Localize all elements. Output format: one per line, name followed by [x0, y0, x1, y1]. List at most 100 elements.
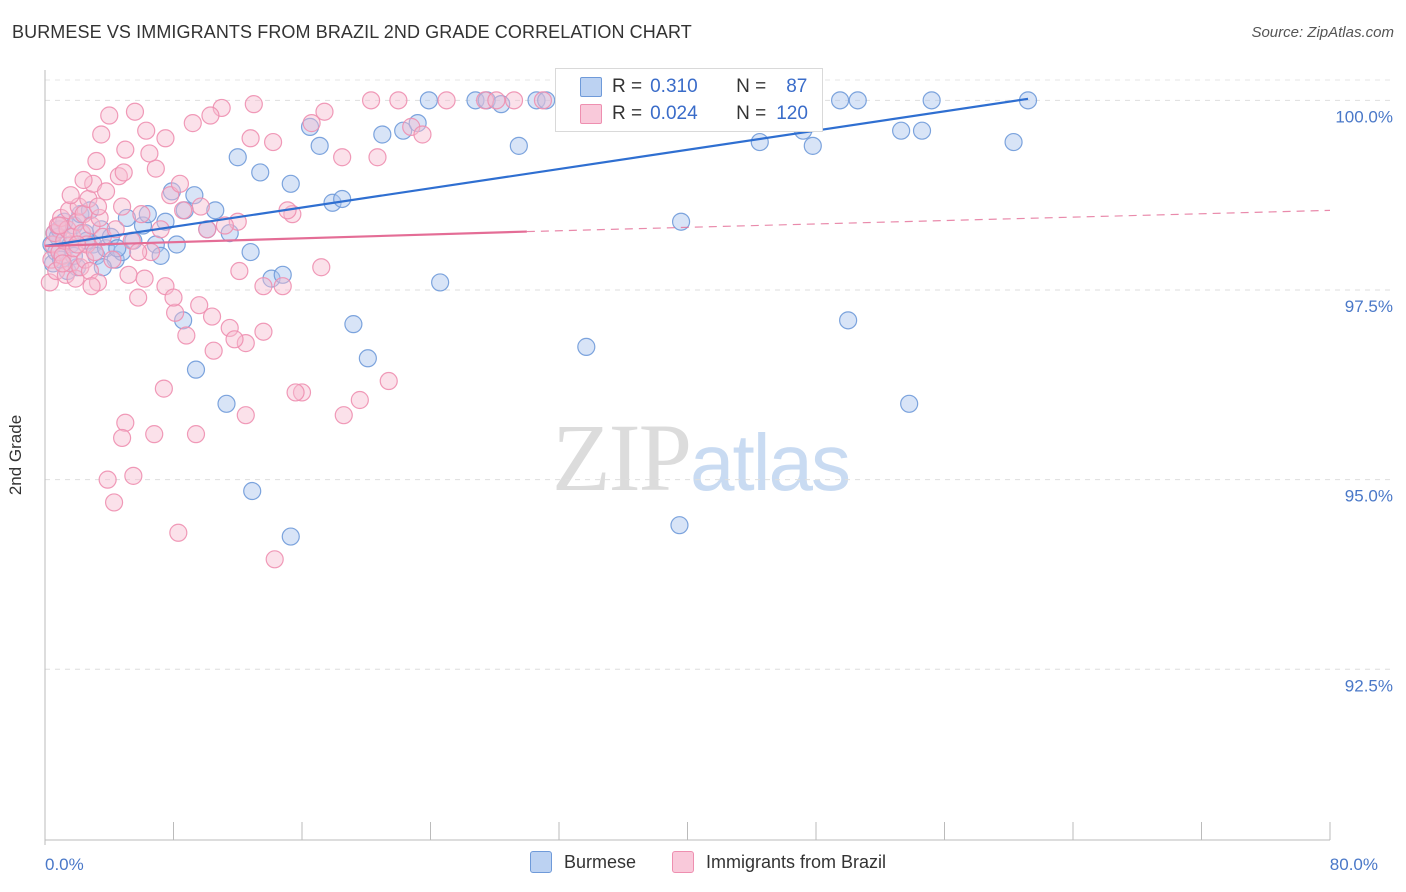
data-point — [112, 197, 132, 216]
trend-line — [44, 97, 1029, 248]
data-point — [201, 106, 220, 125]
data-point — [124, 466, 143, 485]
data-point — [504, 91, 524, 110]
data-point — [509, 136, 528, 155]
data-point — [56, 265, 75, 284]
data-point — [191, 197, 210, 216]
data-point — [100, 106, 119, 125]
data-point — [166, 303, 185, 322]
gridlines — [45, 79, 1392, 670]
legend-label-brazil: Immigrants from Brazil — [706, 851, 887, 872]
data-point — [358, 349, 377, 368]
series-brazil-points — [40, 91, 553, 569]
data-point — [892, 121, 911, 140]
series-burmese-points — [42, 91, 1038, 546]
legend-n-label: N = — [736, 103, 767, 124]
legend-n-label: N = — [736, 76, 767, 97]
data-point — [368, 148, 387, 167]
data-point — [61, 186, 80, 205]
trend-line — [44, 230, 527, 248]
data-point — [186, 425, 206, 444]
data-point — [72, 224, 92, 243]
data-point — [413, 125, 432, 144]
data-point — [236, 406, 255, 425]
data-point — [145, 425, 164, 444]
data-point — [254, 277, 273, 296]
data-point — [154, 379, 173, 398]
data-point — [74, 170, 93, 190]
data-point — [310, 136, 329, 155]
data-point — [334, 406, 353, 425]
legend-swatch-burmese — [580, 77, 602, 97]
data-point — [263, 132, 283, 152]
data-point — [68, 212, 87, 231]
legend-row-burmese: R = 0.310 N = 87 — [580, 75, 807, 99]
x-tick-label: 0.0% — [45, 855, 84, 874]
data-point — [76, 250, 95, 269]
data-point — [241, 129, 260, 148]
data-point — [431, 273, 450, 292]
data-point — [206, 201, 225, 220]
data-point — [244, 95, 263, 114]
data-point — [88, 197, 108, 216]
data-point — [204, 341, 223, 360]
data-point — [225, 330, 244, 349]
data-point — [116, 140, 135, 159]
legend-n-value-burmese: 87 — [786, 76, 808, 97]
data-point — [344, 315, 363, 334]
data-point — [114, 163, 133, 182]
correlation-legend: R = 0.310 N = 87 R = 0.024 N = 120 — [555, 68, 823, 132]
legend-r-value-brazil: 0.024 — [650, 103, 698, 124]
data-point — [379, 371, 398, 391]
data-point — [286, 383, 305, 402]
data-point — [265, 550, 284, 569]
data-point — [243, 481, 262, 501]
legend-item-burmese[interactable]: Burmese — [530, 851, 636, 873]
data-point — [170, 174, 190, 193]
data-point — [156, 129, 175, 148]
data-point — [132, 205, 151, 224]
data-point — [900, 394, 919, 413]
data-point — [138, 205, 157, 224]
data-point — [103, 250, 122, 269]
data-point — [151, 246, 170, 265]
data-point — [90, 208, 109, 228]
watermark: ZIPatlas — [552, 402, 851, 513]
data-point — [220, 318, 239, 338]
data-point — [487, 91, 506, 110]
legend-item-brazil[interactable]: Immigrants from Brazil — [672, 851, 886, 873]
y-tick-label: 100.0% — [1335, 107, 1393, 126]
data-point — [830, 91, 850, 110]
data-point — [281, 174, 300, 193]
data-point — [373, 125, 392, 144]
data-point — [527, 91, 546, 110]
data-point — [848, 91, 867, 110]
data-point — [236, 334, 255, 353]
data-point — [66, 269, 85, 288]
tick-labels: 100.0% 97.5% 95.0% 92.5% 0.0% 80.0% — [45, 107, 1393, 874]
data-point — [577, 337, 596, 356]
series-legend: Burmese Immigrants from Brazil — [0, 851, 1406, 877]
data-point — [85, 242, 104, 262]
y-tick-label: 95.0% — [1345, 487, 1393, 506]
data-point — [241, 242, 260, 262]
watermark-zip: ZIP — [552, 404, 692, 511]
legend-row-brazil: R = 0.024 N = 120 — [580, 102, 808, 126]
data-point — [839, 311, 858, 330]
data-point — [912, 121, 932, 140]
data-point — [251, 163, 270, 182]
data-point — [202, 307, 222, 326]
data-point — [750, 132, 769, 152]
x-tick-label: 80.0% — [1330, 855, 1378, 874]
data-point — [183, 114, 202, 133]
trend-lines — [44, 97, 1331, 248]
legend-r-label: R = — [612, 103, 643, 124]
data-point — [350, 390, 369, 410]
data-point — [333, 189, 352, 209]
data-point — [215, 216, 234, 235]
data-point — [146, 159, 165, 178]
legend-r-value-burmese: 0.310 — [650, 76, 698, 97]
data-point — [169, 523, 188, 542]
legend-swatch-brazil — [580, 104, 602, 124]
